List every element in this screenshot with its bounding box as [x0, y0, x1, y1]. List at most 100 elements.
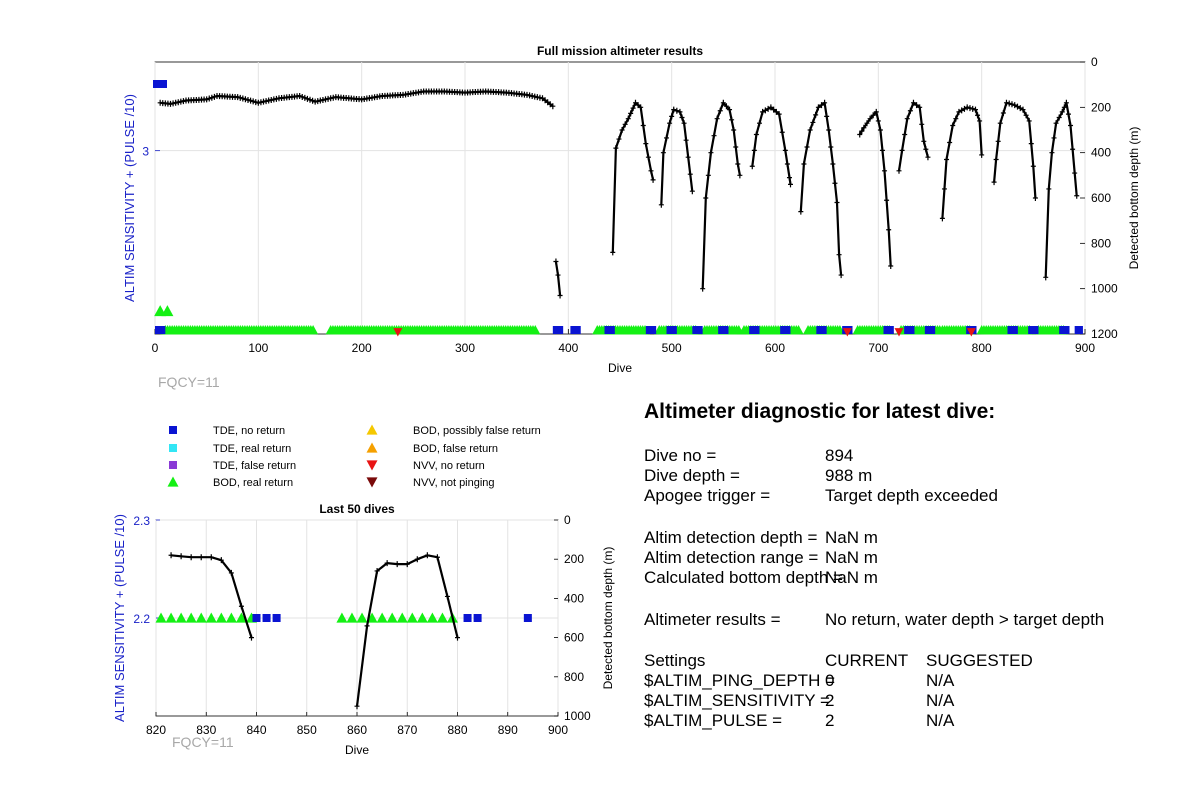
full-depth-point: [645, 154, 651, 161]
full-depth-point: [782, 147, 788, 154]
settings-header-current: CURRENT: [825, 651, 909, 670]
small-depth-point: [178, 553, 184, 560]
small-right-tick-label: 200: [564, 552, 584, 566]
full-depth-point: [253, 99, 259, 106]
full-depth-point: [786, 174, 792, 181]
small-bod-marker: [185, 612, 197, 623]
diag-value: 894: [825, 446, 854, 465]
full-depth-point: [753, 131, 759, 138]
full-depth-point: [953, 115, 959, 122]
small-right-tick-label: 1000: [564, 709, 591, 723]
full-depth-point: [779, 129, 785, 136]
full-depth-point: [995, 138, 1001, 145]
legend-label: TDE, real return: [213, 443, 291, 455]
legend-square-marker: [169, 444, 177, 452]
legend-label: NVV, not pinging: [413, 477, 495, 489]
full-tde-no-return-marker: [749, 326, 760, 334]
small-x-tick-label: 830: [196, 723, 216, 737]
small-bod-marker: [336, 612, 348, 623]
full-depth-point: [919, 121, 925, 128]
full-tde-no-return-marker: [1028, 326, 1039, 334]
full-depth-point: [836, 251, 842, 258]
full-depth-point: [947, 139, 953, 146]
full-depth-point: [679, 114, 685, 121]
full-depth-point: [242, 96, 248, 103]
setting-label: $ALTIM_PING_DEPTH =: [644, 671, 835, 690]
full-depth-point: [643, 140, 649, 147]
full-depth-point: [705, 172, 711, 179]
full-depth-point: [910, 99, 916, 106]
full-tde-no-return-marker: [780, 326, 791, 334]
diagnostic-title: Altimeter diagnostic for latest dive:: [644, 400, 996, 423]
full-depth-point: [553, 258, 559, 265]
full-depth-point: [959, 107, 965, 114]
full-depth-point: [991, 179, 997, 186]
full-depth-point: [1012, 102, 1018, 109]
small-tde-no-return-marker: [463, 614, 472, 622]
full-depth-point: [613, 145, 619, 152]
full-x-tick-label: 600: [765, 341, 785, 355]
full-depth-point: [619, 127, 625, 133]
full-depth-point: [731, 127, 737, 133]
diag-value: NaN m: [825, 548, 878, 567]
full-x-tick-label: 100: [248, 341, 268, 355]
small-bod-marker: [386, 612, 398, 623]
full-depth-point: [977, 117, 983, 124]
full-depth-point: [815, 104, 821, 111]
full-plot-lines: [157, 88, 1080, 299]
full-depth-point: [1051, 134, 1057, 141]
full-depth-point: [1014, 103, 1020, 110]
full-depth-point: [1003, 99, 1009, 106]
small-bod-marker: [195, 612, 207, 623]
small-plot-lines: [168, 552, 460, 710]
diag-value: No return, water depth > target depth: [825, 610, 1105, 629]
legend-label: BOD, false return: [413, 443, 498, 455]
setting-suggested: N/A: [926, 671, 955, 690]
legend-label: BOD, real return: [213, 477, 293, 489]
diag-value: Target depth exceeded: [825, 486, 998, 505]
full-depth-point: [235, 94, 241, 101]
small-plot-left-ylabel: ALTIM SENSITIVITY + (PULSE /10): [112, 514, 127, 722]
full-depth-point: [658, 201, 664, 208]
full-depth-point: [956, 108, 962, 115]
full-bod-marker: [530, 325, 541, 335]
full-depth-point: [635, 102, 641, 109]
small-bod-marker: [175, 612, 187, 623]
full-tde-no-return-marker: [692, 326, 703, 334]
full-depth-point: [638, 104, 644, 111]
diag-label: Altimeter results =: [644, 610, 781, 629]
full-depth-point: [1061, 104, 1067, 111]
full-depth-point: [819, 102, 824, 109]
diag-value: 988 m: [825, 466, 873, 485]
full-depth-point: [664, 134, 669, 141]
small-right-tick-label: 800: [564, 670, 584, 684]
full-tde-no-return-marker: [924, 326, 936, 334]
full-depth-point: [610, 249, 616, 256]
full-depth-point: [297, 93, 303, 99]
full-plot-x-ticks: 0 100 200 300 400 500 600 700 800 900: [152, 329, 1095, 355]
legend-label: TDE, false return: [213, 460, 296, 472]
full-nvv-marker: [393, 328, 403, 337]
full-right-tick-label: 400: [1091, 146, 1111, 160]
full-depth-point: [240, 95, 246, 102]
full-depth-point: [250, 98, 256, 105]
full-depth-point: [941, 185, 947, 192]
full-right-tick-label: 800: [1091, 236, 1111, 250]
full-depth-point: [720, 99, 726, 106]
full-depth-point: [830, 161, 836, 167]
full-depth-point: [1017, 105, 1023, 112]
small-bod-marker: [436, 612, 448, 623]
full-depth-point: [788, 181, 793, 188]
full-depth-point: [304, 95, 310, 102]
full-plot-title: Full mission altimeter results: [537, 44, 703, 58]
full-depth-point: [206, 95, 212, 102]
full-depth-point: [864, 120, 870, 127]
small-x-tick-label: 860: [347, 723, 367, 737]
legend-label: NVV, no return: [413, 460, 485, 472]
full-depth-point: [804, 144, 810, 150]
full-depth-point: [1063, 99, 1069, 106]
full-depth-point: [896, 167, 902, 174]
full-tde-no-return-marker: [1059, 326, 1070, 334]
small-x-tick-label: 870: [397, 723, 417, 737]
full-depth-point: [555, 272, 561, 279]
